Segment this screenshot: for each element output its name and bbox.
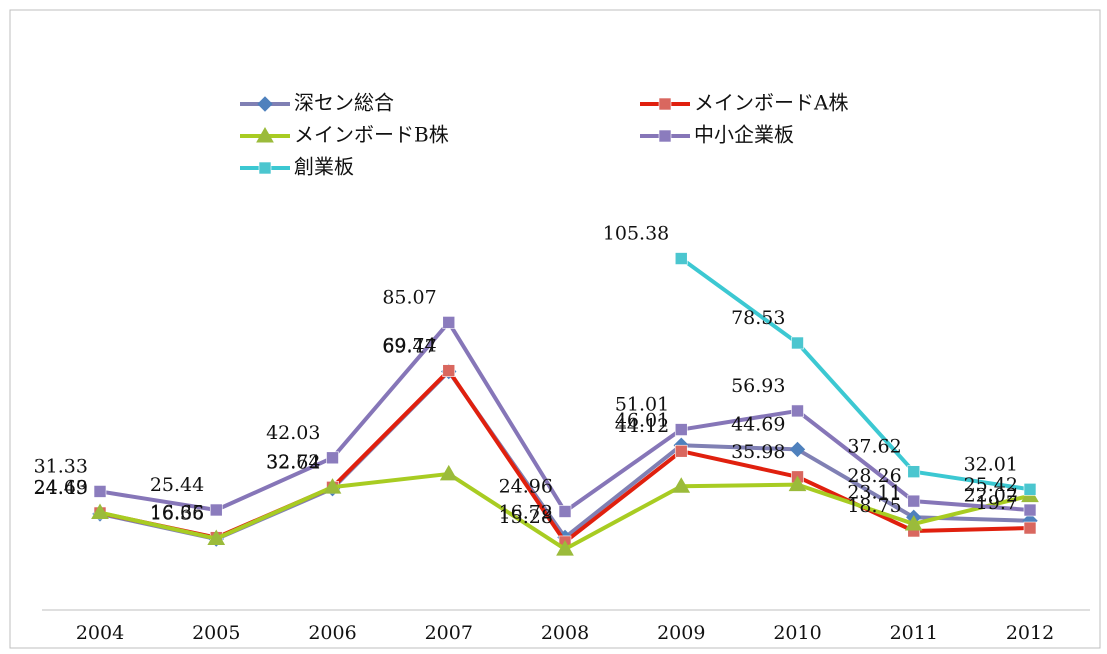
- data-label: 35.98: [731, 441, 785, 463]
- legend-label: メインボードA株: [694, 91, 848, 115]
- data-label: 69.74: [382, 335, 436, 357]
- data-point: [439, 464, 458, 481]
- data-label: 15.28: [499, 506, 553, 528]
- x-tick-label: 2010: [773, 622, 821, 644]
- legend-marker: [658, 97, 672, 111]
- legend-marker: [257, 96, 273, 112]
- series-line: [680, 256, 1031, 492]
- data-label: 16.65: [150, 502, 204, 524]
- data-label: 32.64: [266, 451, 320, 473]
- data-label: 16.36: [150, 503, 204, 525]
- data-point: [791, 336, 804, 350]
- data-label: 32.01: [964, 453, 1018, 475]
- data-point: [1023, 521, 1037, 535]
- data-point: [1023, 483, 1037, 496]
- data-point: [674, 252, 688, 265]
- data-label: 69.47: [382, 335, 436, 357]
- data-point: [674, 423, 688, 436]
- legend-marker: [658, 129, 672, 143]
- data-point: [558, 505, 572, 518]
- legend-label: メインボードB株: [294, 123, 449, 147]
- legend-marker: [258, 161, 272, 175]
- data-point: [209, 503, 223, 517]
- data-label: 105.38: [603, 223, 669, 245]
- data-label: 51.01: [615, 394, 669, 416]
- data-label: 42.03: [266, 422, 320, 444]
- data-point: [326, 451, 339, 465]
- data-label: 18.75: [847, 495, 901, 517]
- data-point: [791, 404, 804, 418]
- data-point: [93, 485, 107, 498]
- x-tick-label: 2007: [425, 622, 473, 644]
- x-tick-label: 2011: [890, 622, 938, 644]
- data-label: 28.26: [847, 465, 901, 487]
- data-point: [207, 529, 226, 546]
- x-tick-label: 2006: [308, 622, 356, 644]
- data-label: 24.63: [34, 477, 88, 499]
- data-point: [907, 494, 921, 508]
- data-point: [442, 364, 456, 377]
- x-tick-label: 2008: [541, 622, 589, 644]
- data-point: [904, 514, 923, 531]
- x-tick-label: 2004: [76, 622, 124, 644]
- data-label: 56.93: [731, 375, 785, 397]
- data-point: [789, 441, 806, 458]
- chart-frame: [9, 9, 1101, 649]
- data-label: 44.12: [615, 415, 669, 437]
- legend-label: 創業板: [294, 155, 354, 179]
- data-point: [788, 475, 807, 492]
- data-label: 32.72: [266, 451, 320, 473]
- data-point: [907, 465, 921, 478]
- data-point: [674, 444, 688, 458]
- data-label: 78.53: [731, 307, 785, 329]
- x-tick-label: 2012: [1006, 622, 1054, 644]
- legend-marker: [256, 126, 274, 143]
- data-label: 37.62: [847, 436, 901, 458]
- data-label: 24.49: [34, 477, 88, 499]
- data-point: [323, 478, 342, 494]
- data-label: 44.69: [731, 413, 785, 435]
- data-label: 22.02: [964, 485, 1018, 507]
- data-label: 24.96: [499, 475, 553, 497]
- legend-label: 深セン総合: [294, 91, 394, 115]
- data-label: 46.01: [615, 409, 669, 431]
- x-tick-label: 2005: [192, 622, 240, 644]
- data-label: 16.72: [499, 501, 553, 523]
- data-label: 25.44: [150, 474, 204, 496]
- data-point: [442, 316, 456, 329]
- data-label: 85.07: [382, 286, 436, 308]
- data-label: 25.42: [964, 474, 1018, 496]
- data-point: [1023, 503, 1037, 517]
- data-label: 23.11: [847, 481, 901, 503]
- data-point: [672, 477, 691, 493]
- legend-label: 中小企業板: [694, 123, 794, 147]
- data-point: [556, 540, 574, 556]
- data-label: 19.7: [976, 492, 1018, 514]
- data-label: 31.33: [34, 455, 88, 477]
- x-tick-label: 2009: [657, 622, 705, 644]
- data-point: [91, 503, 109, 520]
